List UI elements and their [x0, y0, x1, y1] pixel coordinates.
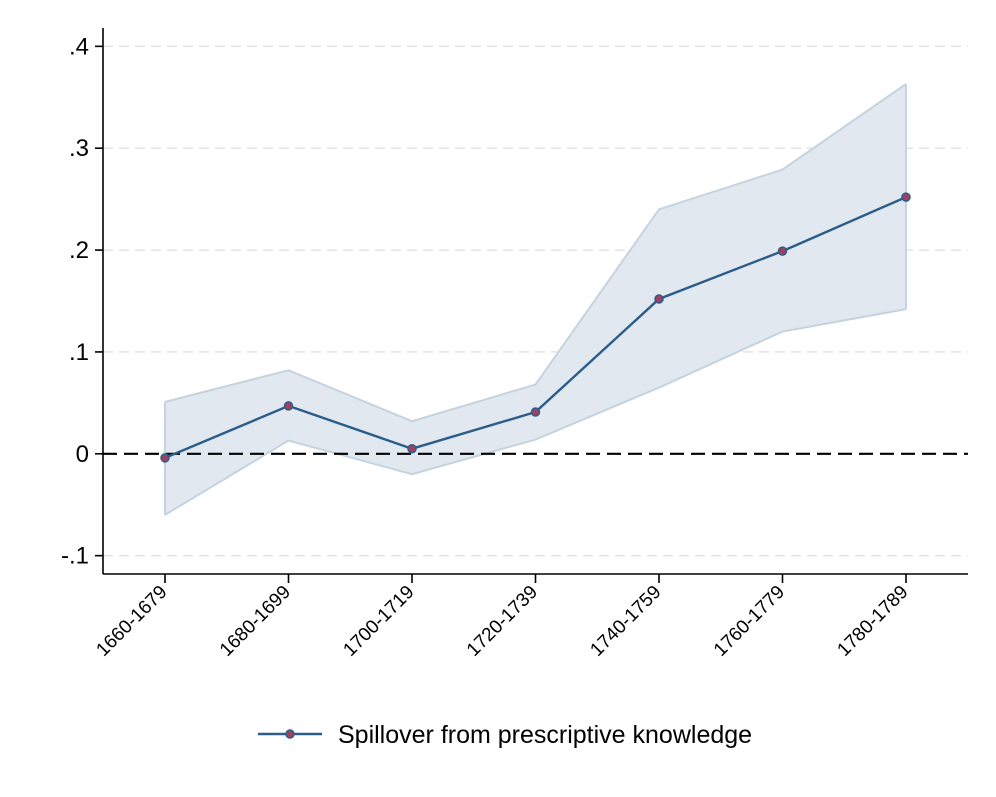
y-tick-label: -.1	[61, 543, 89, 570]
legend-marker	[285, 729, 295, 739]
legend-label: Spillover from prescriptive knowledge	[338, 721, 752, 749]
data-point-marker	[407, 443, 417, 454]
x-axis-ticks: 1660-1679 1680-1699 1700-1719 1720-1739 1740…	[92, 574, 913, 661]
y-tick-label: .2	[69, 237, 89, 264]
y-tick-label: 0	[76, 441, 89, 468]
data-point-marker	[530, 407, 541, 417]
data-point-marker	[283, 401, 294, 411]
confidence-band	[164, 83, 907, 516]
x-tick-label: 1720-1739	[463, 582, 542, 661]
x-tick-label: 1660-1679	[92, 582, 171, 661]
ci-upper-bound	[164, 83, 907, 423]
y-tick-label: .1	[69, 339, 89, 366]
data-point-marker	[901, 192, 911, 202]
x-tick-label: 1680-1699	[216, 582, 295, 661]
ci-lower-bound	[164, 308, 907, 516]
series	[160, 192, 911, 463]
y-axis-ticks: -.1 0 .1 .2 .3 .4	[61, 33, 103, 570]
y-tick-label: .3	[69, 135, 89, 162]
ci-band-area	[165, 84, 906, 515]
x-tick-label: 1760-1779	[710, 582, 789, 661]
x-tick-label: 1700-1719	[339, 582, 418, 661]
x-tick-label: 1780-1789	[833, 582, 912, 661]
data-point-marker	[160, 453, 170, 463]
x-tick-label: 1740-1759	[586, 582, 665, 661]
data-point-marker	[654, 294, 664, 304]
legend: Spillover from prescriptive knowledge	[258, 721, 752, 749]
y-tick-label: .4	[69, 33, 89, 60]
data-point-marker	[777, 246, 788, 256]
